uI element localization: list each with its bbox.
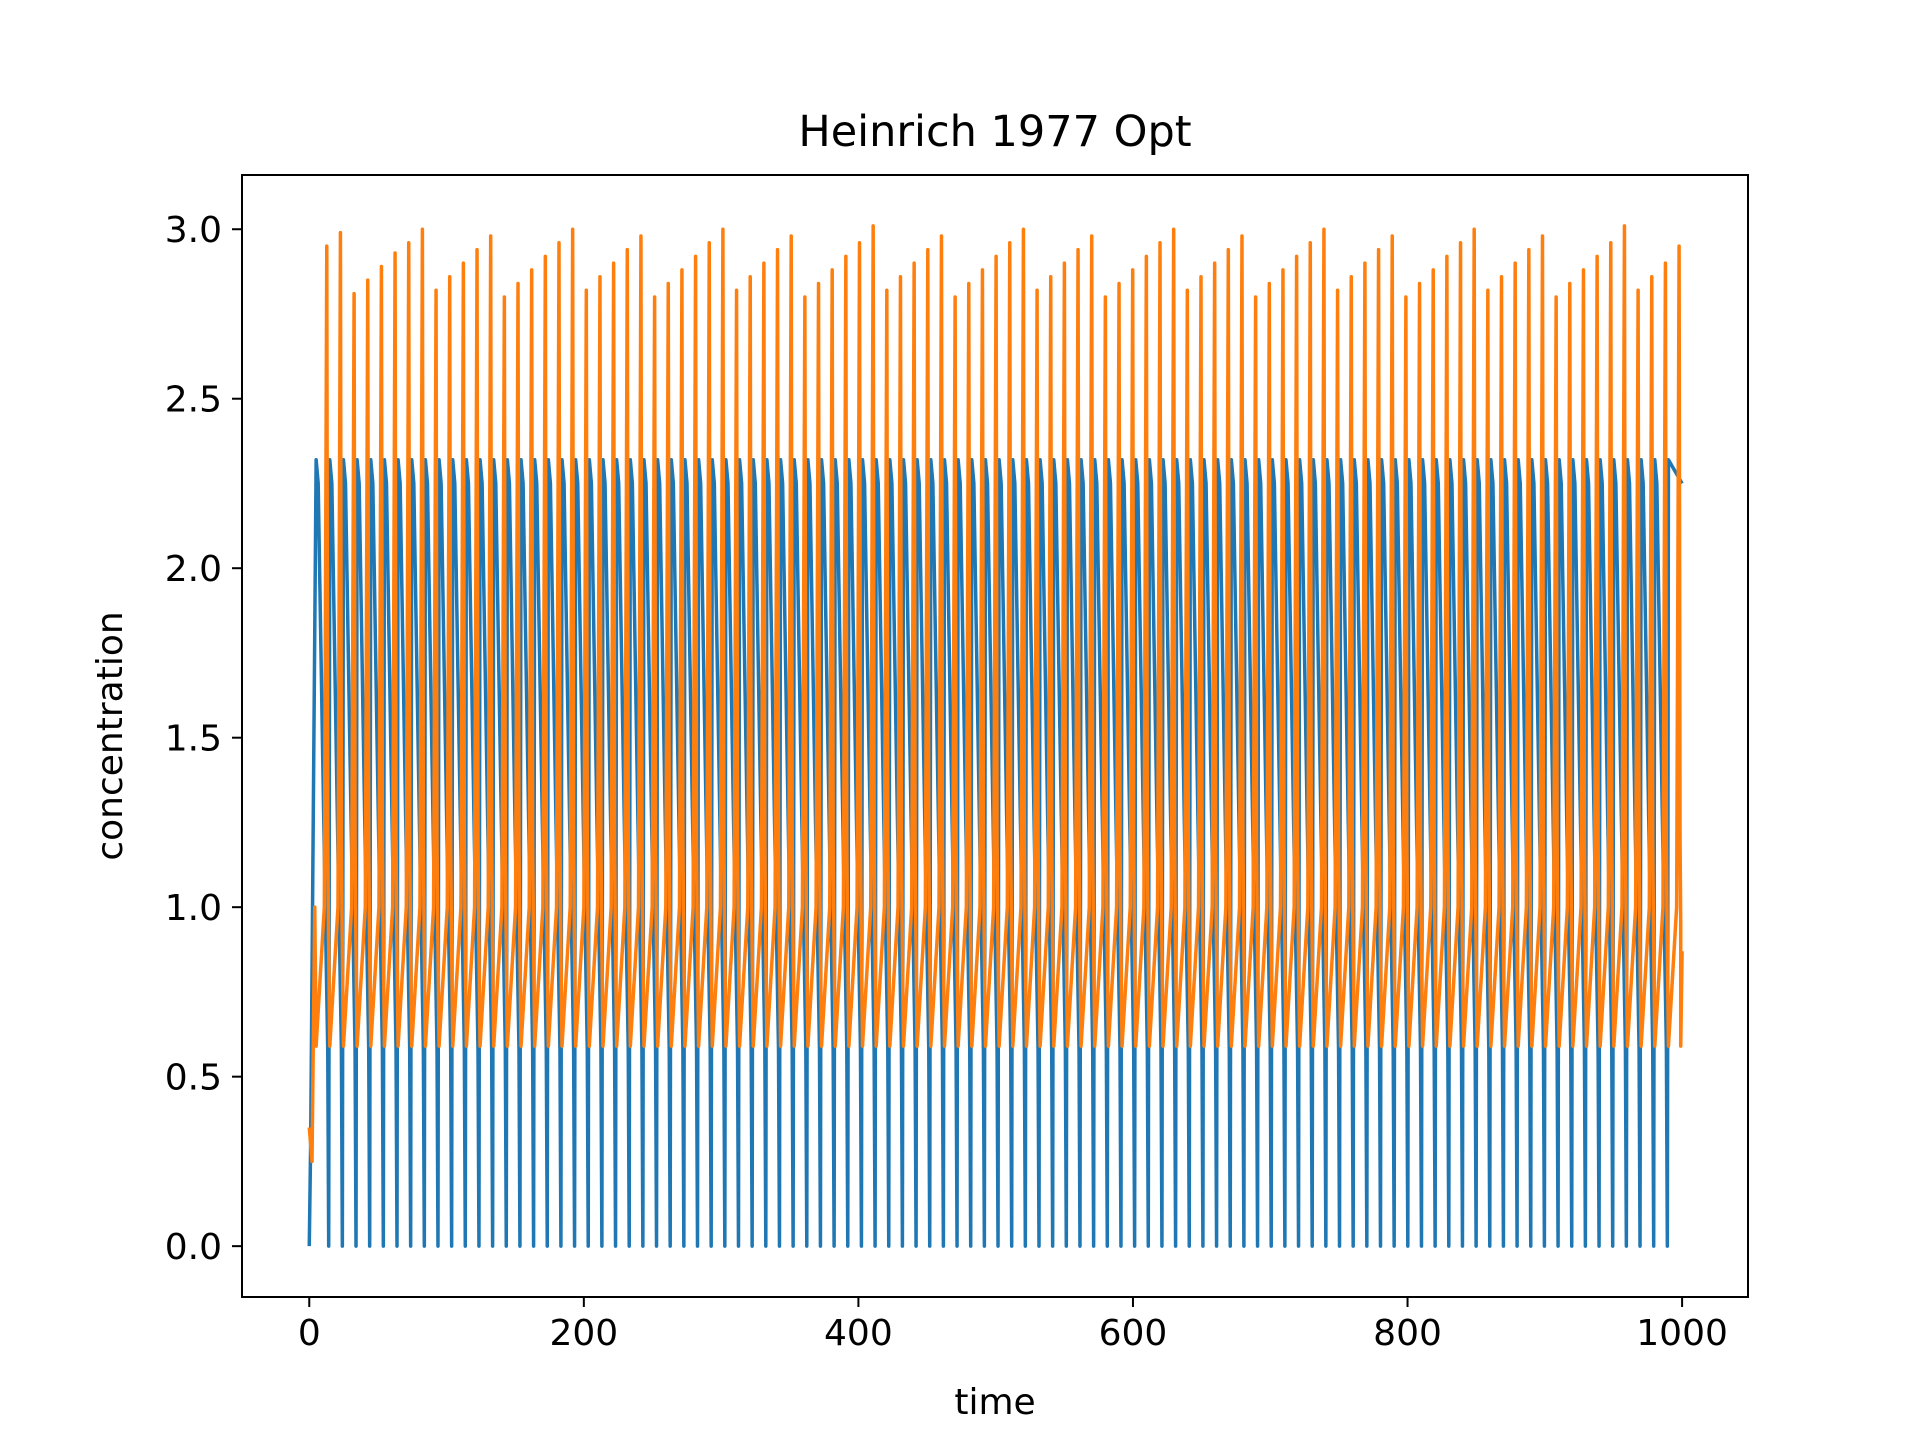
y-tick-label: 2.0 [165, 549, 222, 590]
plot-area [307, 224, 1684, 1248]
axes-frame [241, 174, 1749, 1298]
y-tick-label: 3.0 [165, 210, 222, 251]
x-tick-label: 0 [298, 1313, 321, 1354]
y-tick-label: 0.5 [165, 1058, 222, 1099]
x-tick-label: 600 [1099, 1313, 1168, 1354]
x-tick-label: 400 [824, 1313, 893, 1354]
y-axis-label: concentration [90, 611, 131, 860]
x-tick-label: 1000 [1636, 1313, 1728, 1354]
y-tick-label: 1.0 [165, 888, 222, 929]
x-tick-label: 200 [549, 1313, 618, 1354]
y-tick-label: 0.0 [165, 1227, 222, 1268]
x-axis-label: time [954, 1382, 1035, 1423]
x-tick-label: 800 [1373, 1313, 1442, 1354]
y-axis: 0.0 0.5 1.0 1.5 2.0 2.5 3.0 [165, 210, 242, 1268]
y-tick-label: 2.5 [165, 380, 222, 421]
chart-title: Heinrich 1977 Opt [798, 107, 1191, 157]
x-axis: 0 200 400 600 800 1000 [298, 1297, 1728, 1354]
series-line-2 [307, 224, 1684, 1164]
y-tick-label: 1.5 [165, 719, 222, 760]
